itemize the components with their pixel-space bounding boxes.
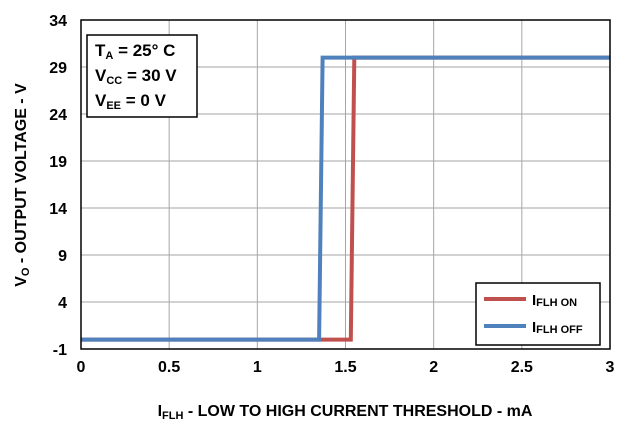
condition-vee: VEE = 0 V: [95, 91, 167, 112]
condition-vcc: VCC = 30 V: [95, 66, 177, 87]
y-tick-labels: -1 4 9 14 19 24 29 34: [49, 13, 67, 359]
x-tick-label: 3: [606, 359, 615, 376]
x-axis-title: IFLH - LOW TO HIGH CURRENT THRESHOLD - m…: [158, 403, 533, 422]
legend: IFLH ON IFLH OFF: [475, 282, 601, 346]
x-tick-label: 0: [77, 359, 86, 376]
grid: [80, 19, 611, 350]
x-tick-label: 0.5: [158, 359, 180, 376]
plot-frame: [80, 19, 611, 350]
y-tick-label: -1: [53, 342, 67, 359]
x-tick-label: 1: [253, 359, 262, 376]
x-tick-labels: 0 0.5 1 1.5 2 2.5 3: [77, 359, 615, 376]
series-lines: [81, 55, 610, 342]
y-tick-label: 24: [49, 107, 67, 124]
x-tick-label: 2: [429, 359, 438, 376]
x-tick-label: 2.5: [511, 359, 533, 376]
series-line-flh-off: [81, 55, 610, 342]
conditions-box: TA = 25° C VCC = 30 V VEE = 0 V: [86, 34, 198, 118]
y-tick-label: 9: [58, 248, 67, 265]
y-tick-label: 19: [49, 154, 67, 171]
legend-label-flh-on: IFLH ON: [532, 292, 577, 309]
x-tick-label: 1.5: [334, 359, 356, 376]
y-axis-title: VO - OUTPUT VOLTAGE - V: [13, 83, 32, 287]
legend-label-flh-off: IFLH OFF: [532, 319, 583, 336]
y-tick-label: 4: [58, 295, 67, 312]
y-tick-label: 34: [49, 13, 67, 30]
condition-ta: TA = 25° C: [95, 41, 175, 62]
y-tick-label: 29: [49, 60, 67, 77]
y-tick-label: 14: [49, 201, 67, 218]
